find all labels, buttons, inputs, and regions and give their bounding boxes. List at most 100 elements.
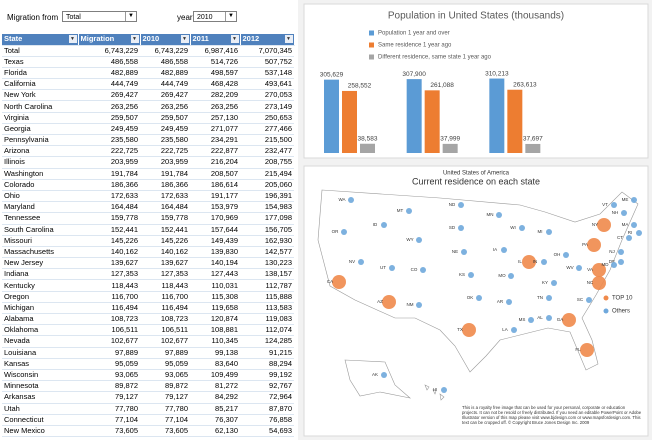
legend-label: Population 1 year and over [378,31,450,37]
column-header-text: Migration [80,34,115,44]
legend-swatch [369,54,374,60]
table-cell-number: 93,065 [140,369,190,382]
table-cell-number: 93,065 [78,369,140,382]
state-label: GA [557,317,564,322]
state-label: SC [577,297,584,302]
bar [324,79,339,153]
table-row: Nevada 102,677 102,677 110,345 124,285 [2,335,294,348]
table-cell-state: New Mexico [2,425,78,438]
table-cell-number: 205,060 [240,179,294,191]
map-title: United States of America [443,171,510,177]
table-cell-number: 54,693 [240,425,294,438]
table-cell-state: North Carolina [2,100,78,113]
table-cell-number: 232,477 [240,145,294,158]
state-label: MS [519,317,526,322]
bar [442,143,458,153]
table-cell-number: 486,558 [140,56,190,68]
table-cell-number: 273,149 [240,100,294,113]
table-cell-number: 6,743,229 [78,45,140,57]
state-label: MD [602,262,610,267]
table-cell-state: Utah [2,403,78,415]
table-cell-number: 139,830 [190,246,240,259]
state-bubble [618,249,624,255]
state-bubble [348,197,354,203]
bar [525,143,541,153]
column-header: Migration ▼ [78,34,141,46]
state-label: FL [575,347,581,352]
state-label: NY [592,222,598,227]
state-label: MA [622,222,629,227]
filter-button[interactable]: ▼ [230,35,239,43]
state-label: MT [397,208,404,213]
table-cell-number: 277,466 [240,123,294,136]
state-bubble [611,202,617,208]
dropdown-value: Total [66,14,81,21]
table-cell-number: 115,888 [240,291,294,303]
table-cell-number: 120,874 [190,313,240,326]
state-label: ND [449,202,456,207]
table-row: Virginia 259,507 259,507 257,130 250,653 [2,112,294,124]
filter-button[interactable]: ▼ [68,35,77,43]
state-bubble [476,295,482,301]
legend-marker [603,295,609,301]
table-cell-number: 118,443 [140,279,190,292]
table-cell-number: 269,427 [78,89,140,102]
table-cell-number: 234,291 [190,134,240,147]
state-label: OK [467,295,474,300]
state-label: UT [380,265,386,270]
table-cell-number: 186,366 [140,179,190,191]
state-bubble [458,225,464,231]
table-row: Tennessee 159,778 159,778 170,969 177,098 [2,212,294,225]
table-cell-number: 203,959 [78,156,140,169]
state-label: SD [449,225,456,230]
table-row: Alabama 108,723 108,723 120,874 119,083 [2,313,294,326]
table-cell-state: Maryland [2,201,78,214]
filter-button[interactable]: ▼ [284,35,293,43]
dropdown[interactable]: Total ▼ [62,11,137,22]
state-bubble [586,297,592,303]
table-cell-number: 152,441 [78,224,140,236]
map-subtitle: Current residence on each state [412,176,540,186]
state-label: KY [542,280,548,285]
table-cell-number: 77,780 [78,403,140,415]
state-bubble [462,323,476,337]
data-label: 261,088 [430,82,454,89]
state-label: NM [407,302,414,307]
table-cell-state: Total [2,45,78,57]
filter-button[interactable]: ▼ [180,35,189,43]
state-bubble [519,225,525,231]
table-cell-number: 108,881 [190,324,240,337]
table-cell-number: 172,633 [78,190,140,203]
table-cell-number: 142,577 [240,246,294,259]
dropdown[interactable]: 2010 ▼ [193,11,237,22]
state-label: ME [622,197,629,202]
table-row: California 444,749 444,749 468,428 493,641 [2,78,294,91]
table-cell-number: 177,098 [240,212,294,225]
legend-swatch [369,30,374,36]
table-row: Utah 77,780 77,780 85,217 87,870 [2,403,294,415]
state-label: NJ [609,249,615,254]
table-cell-number: 140,162 [140,246,190,259]
table-cell-number: 507,752 [240,56,294,68]
table-cell-state: Pennsylvania [2,134,78,147]
table-cell-number: 110,031 [190,279,240,292]
state-bubble [587,238,601,252]
table-cell-number: 196,391 [240,190,294,203]
table-cell-number: 215,500 [240,134,294,147]
table-row: Illinois 203,959 203,959 216,204 208,755 [2,156,294,169]
state-label: ID [373,222,378,227]
table-cell-number: 140,194 [190,257,240,270]
state-bubble [563,252,569,258]
table-cell-number: 263,256 [78,100,140,113]
table-row: Michigan 116,494 116,494 119,658 113,583 [2,302,294,315]
legend-label: Same residence 1 year ago [378,43,452,49]
table-cell-number: 109,499 [190,369,240,382]
table-cell-number: 84,292 [190,391,240,404]
table-cell-number: 191,784 [78,168,140,180]
table-cell-state: Connecticut [2,414,78,426]
filter-button[interactable]: ▼ [130,35,139,43]
table-cell-number: 145,226 [78,235,140,247]
state-bubble [636,230,642,236]
table-cell-state: California [2,78,78,91]
column-header-text: State [4,34,23,44]
